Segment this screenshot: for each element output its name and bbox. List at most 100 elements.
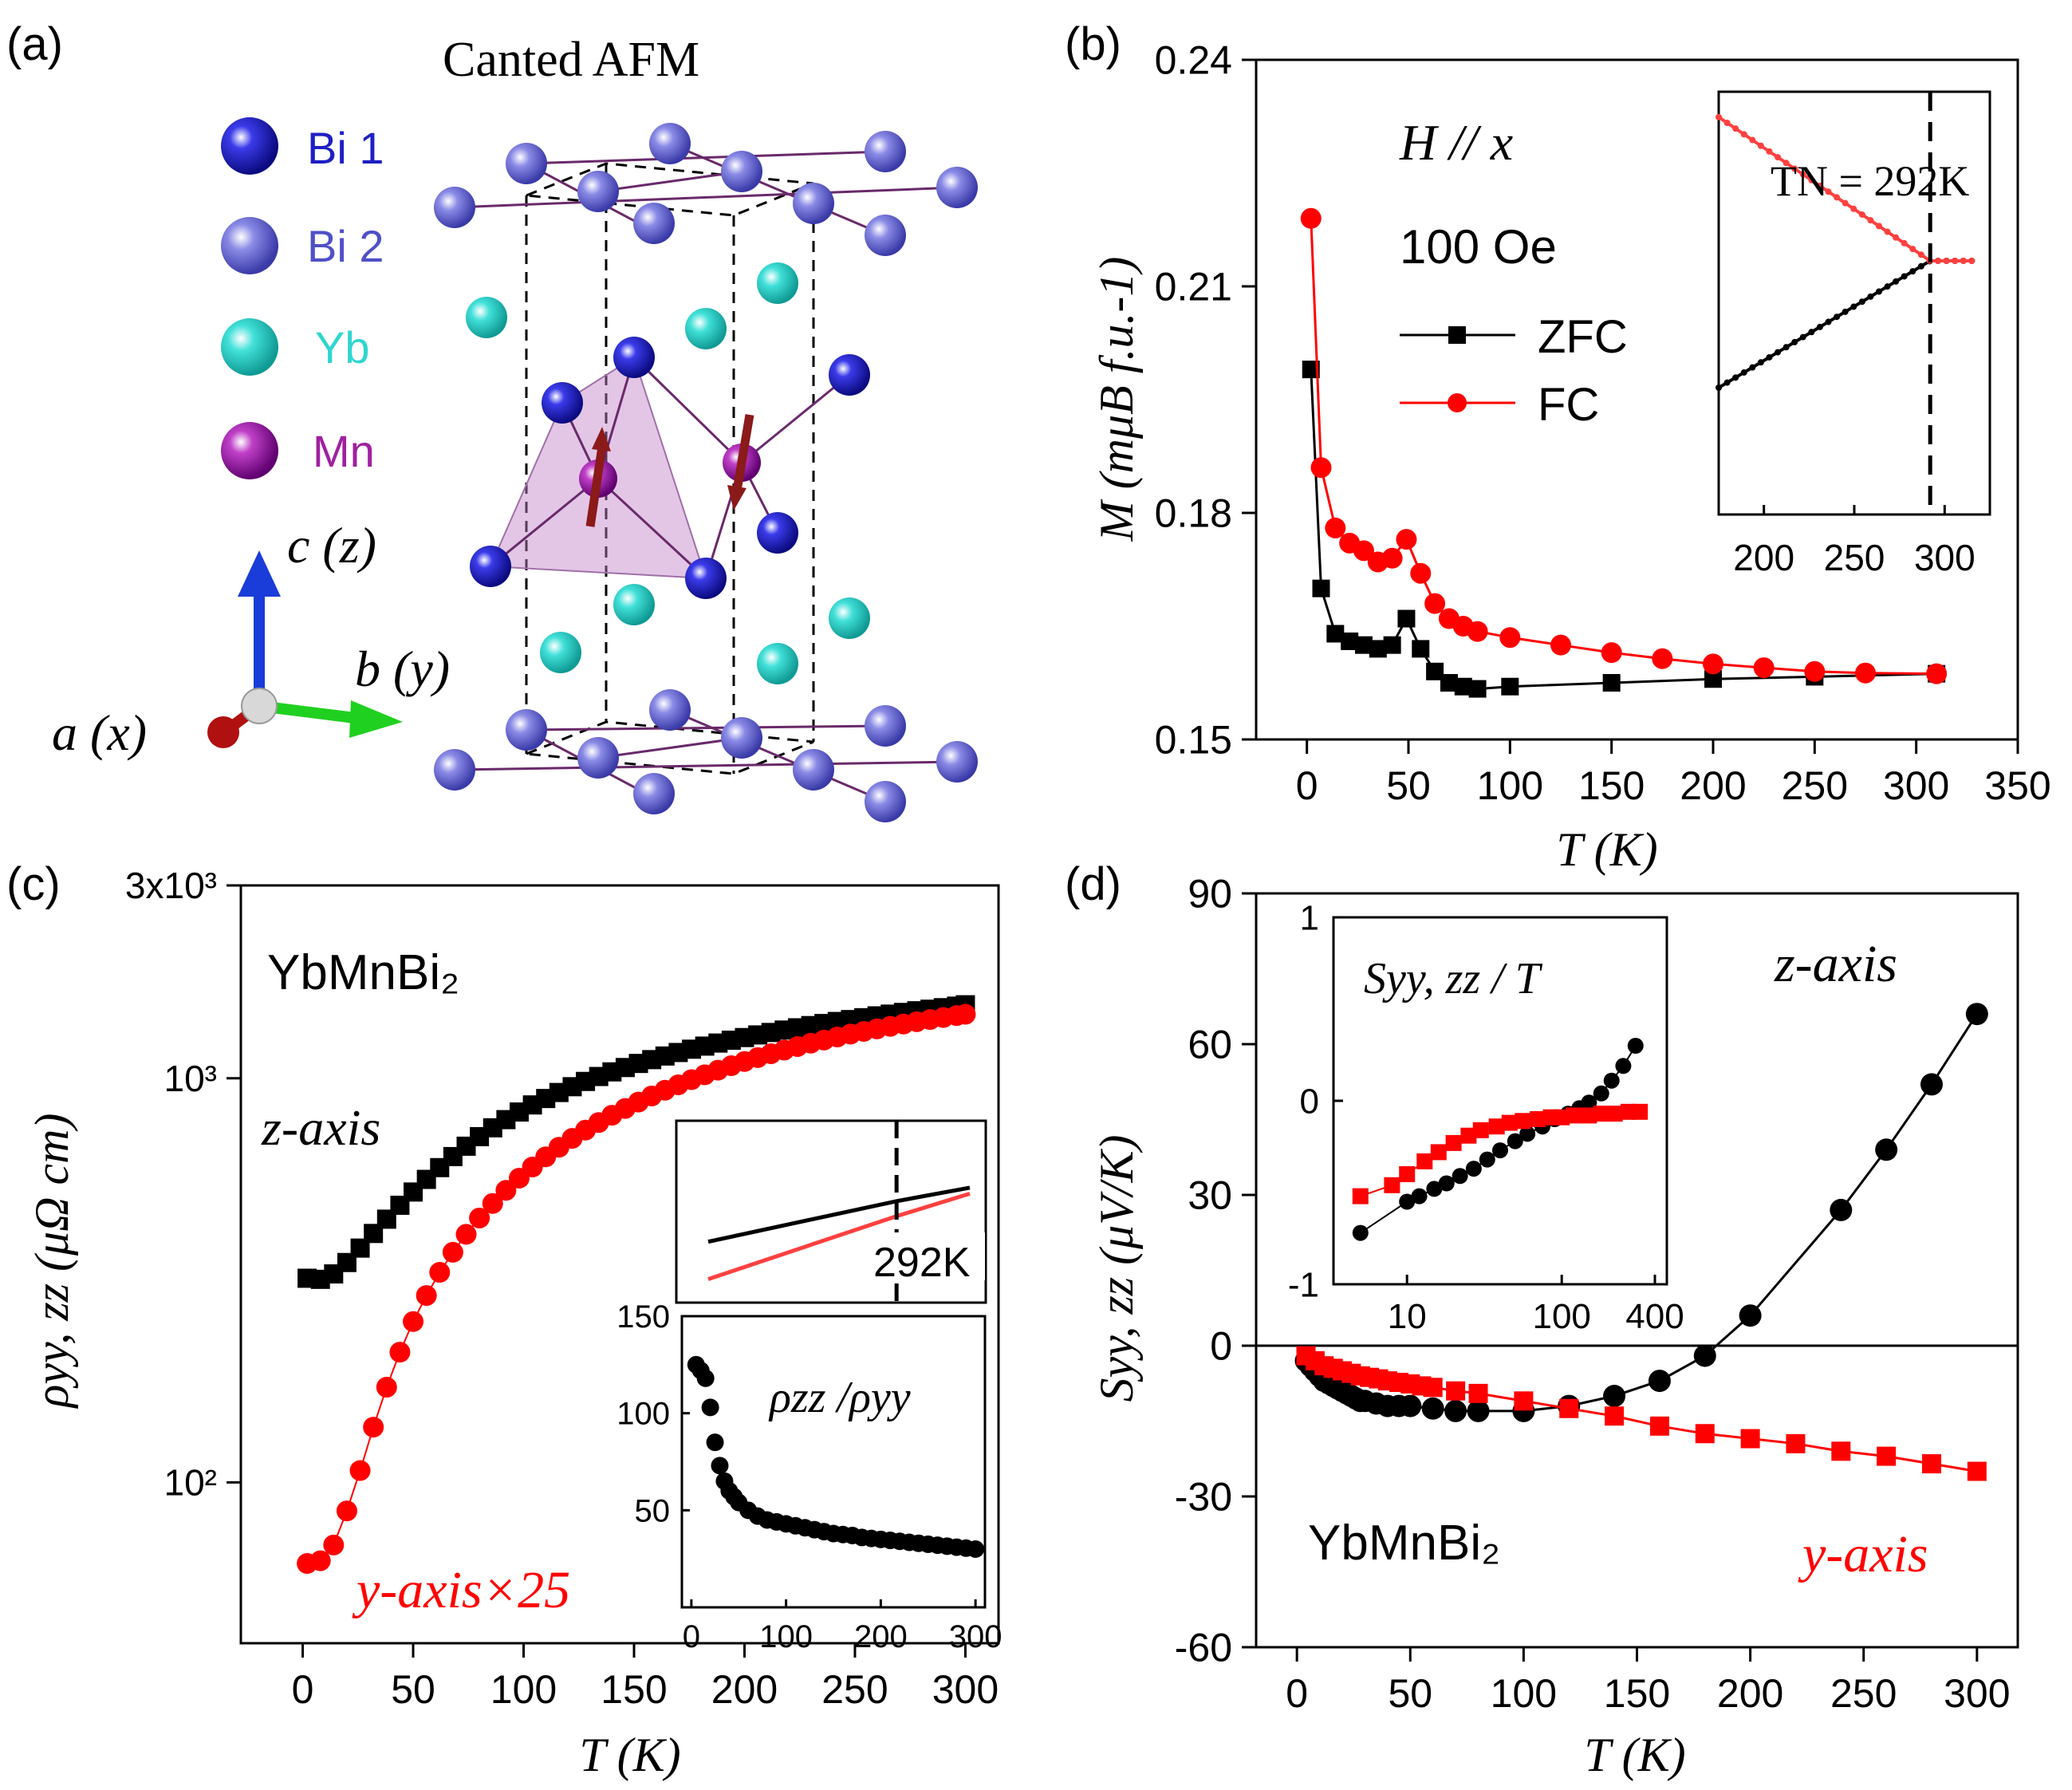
inset-point-zfc (1757, 359, 1764, 366)
yb-atoms (466, 262, 870, 684)
legend-fc-marker (1448, 393, 1467, 412)
x-axis-d-tick-label: 0 (1286, 1671, 1308, 1716)
y-axis-d-tick-label: 0 (1210, 1324, 1232, 1369)
data-point-zfc (1602, 674, 1621, 692)
y-axis-b-tick-label: 0.18 (1155, 491, 1232, 536)
inset-bottom-x-axis-tick-label: 300 (949, 1619, 1003, 1654)
legend-bi2-label: Bi 2 (307, 221, 384, 271)
inset-point-fc (1799, 171, 1806, 178)
atom-bi2 (506, 709, 547, 751)
data-point-zfc (1326, 625, 1345, 643)
x-axis-b-tick-label: 250 (1782, 763, 1848, 808)
inset-point-fc (1850, 205, 1857, 212)
data-point-fc (1601, 642, 1622, 664)
axis-label-b: b (y) (355, 641, 450, 697)
data-point-y-axis (1559, 1398, 1579, 1418)
legend-zfc-marker (1448, 326, 1466, 344)
inset-point-fc (1723, 119, 1731, 126)
inset-point-y-axis (1430, 1144, 1447, 1161)
data-point-z-axis (1693, 1344, 1716, 1367)
inset-x-axis-d-tick-label: 10 (1388, 1297, 1427, 1336)
data-point-fc (1703, 653, 1723, 675)
x-axis-label-c: T (K) (579, 1729, 680, 1781)
inset-point-y-axis (1581, 1107, 1597, 1124)
inset-point-y-axis (1606, 1106, 1623, 1122)
inset-bottom-x-axis-tick-label: 0 (683, 1619, 700, 1654)
inset-point-zfc (1723, 379, 1731, 386)
inset-point-z-axis (1627, 1038, 1644, 1054)
atom-bi2 (649, 689, 691, 731)
inset-d: 10 100 400 -1 0 1 Syy, zz / T (1288, 898, 1684, 1336)
panel-label-c: (c) (6, 858, 61, 910)
inset-point-y-axis (1632, 1103, 1649, 1120)
inset-point-zfc (1782, 344, 1790, 351)
data-point-zfc (1302, 361, 1320, 379)
inset-x-axis-d-tick-label: 100 (1532, 1297, 1590, 1336)
data-point-z-axis (1875, 1138, 1898, 1161)
x-axis-b-tick-label: 50 (1386, 763, 1431, 808)
inset-point-fc (1808, 176, 1815, 183)
inset-point-fc (1732, 125, 1739, 132)
inset-point-fc (1858, 211, 1865, 218)
atom-yb (757, 262, 798, 304)
atom-legend: Bi 1 Bi 2 Yb Mn (221, 117, 384, 479)
data-point-y-axis (1921, 1454, 1941, 1474)
bi2-bottom-layer-bonds (454, 708, 958, 803)
x-axis-c-tick-label: 50 (391, 1667, 435, 1712)
atom-bi2 (577, 737, 619, 779)
atom-bi2 (865, 215, 906, 256)
inset-top-c: 292K (675, 1119, 987, 1304)
legend-b: ZFC FC (1400, 311, 1628, 431)
inset-point-zfc (1842, 308, 1849, 315)
annotation-y-axis-c: y-axis×25 (352, 1561, 570, 1619)
inset-point-zfc (1799, 333, 1806, 341)
panel-label-b: (b) (1065, 18, 1121, 70)
inset-point-y-axis (1445, 1134, 1462, 1151)
data-point-zfc (1440, 674, 1458, 692)
data-point-z-axis (1444, 1399, 1467, 1422)
inset-point-zfc (1775, 349, 1782, 356)
data-point-y-axis (1605, 1406, 1625, 1426)
data-point-y-axis (455, 1224, 477, 1245)
axis-ticks-c: 0 50 100 150 200 250 300 10² 10³ 3x10³ (125, 865, 999, 1712)
atom-bi2 (506, 143, 547, 184)
inset-point-z-axis (1492, 1142, 1508, 1159)
inset-point-z-axis (1479, 1151, 1495, 1168)
y-axis-d-tick-label: 90 (1188, 872, 1232, 917)
inset-point-zfc (1850, 303, 1857, 310)
x-axis-b-tick-label: 150 (1578, 763, 1645, 808)
inset-point-y-axis (1515, 1113, 1531, 1130)
series-b (1300, 207, 1948, 698)
x-axis-label-d: T (K) (1584, 1729, 1685, 1781)
atom-bi2 (865, 131, 906, 172)
inset-point-zfc (1749, 364, 1756, 371)
inset-point-fc (1791, 165, 1798, 172)
data-point-fc (1652, 648, 1673, 669)
inset-point-z-axis (1465, 1161, 1482, 1177)
panel-b: (b) 0 50 100 150 200 250 300 350 0.15 0.18 0.21 0.2… (1065, 18, 2051, 876)
inset-point-fc (1834, 194, 1841, 201)
inset-bottom-series-c: 0 100 200 300 50 100 150 (616, 1299, 1002, 1654)
inset-x-axis-b-tick-label: 200 (1733, 537, 1794, 578)
bi2-top-layer (434, 123, 978, 256)
y-axis-label-d: Syy, zz (μV/K) (1090, 1134, 1143, 1402)
inset-point-zfc (1858, 298, 1865, 306)
data-point-fc (1804, 660, 1826, 682)
inset-point-fc (1757, 142, 1764, 149)
atom-bi2 (577, 171, 619, 212)
inset-point-y-axis (1399, 1166, 1416, 1182)
x-axis-b-tick-label: 200 (1680, 763, 1746, 808)
inset-point-y-axis (1501, 1114, 1518, 1131)
y-axis-d-tick-label: -60 (1175, 1626, 1232, 1670)
crystal-structure (434, 123, 978, 822)
inset-point-fc (1884, 228, 1891, 235)
legend-bi2-sphere (221, 217, 278, 274)
inset-bottom-frame-c (680, 1315, 987, 1609)
data-point-z-axis (1603, 1385, 1626, 1407)
x-axis-c-tick-label: 200 (711, 1667, 778, 1712)
data-point-y-axis (1649, 1416, 1669, 1436)
atom-bi2 (865, 705, 906, 747)
